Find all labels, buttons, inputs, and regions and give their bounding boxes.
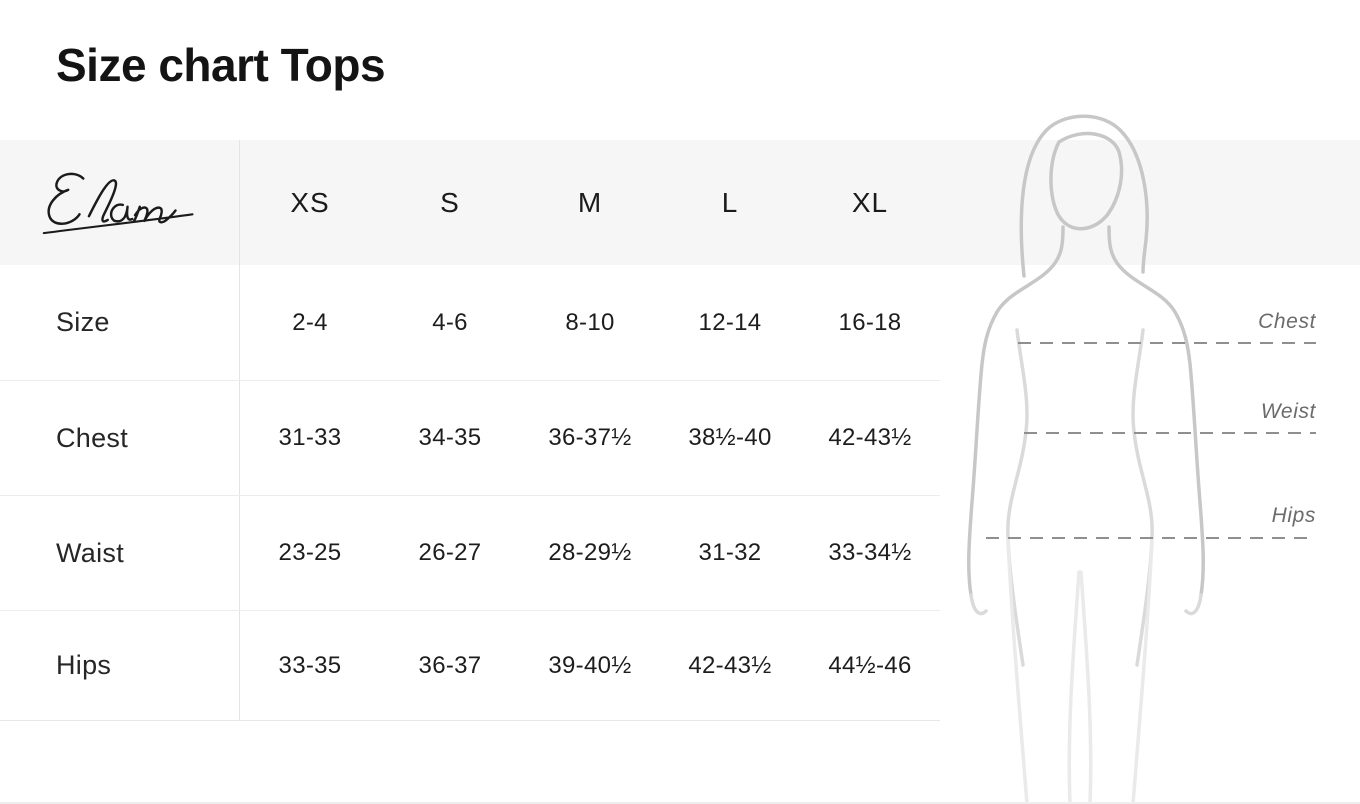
left-hand: [969, 593, 988, 616]
left-leg-outer: [1006, 538, 1029, 802]
value-waist-m: 28-29½: [548, 539, 632, 566]
silhouette-torso: [969, 328, 1203, 667]
right-leg-inner: [1079, 570, 1093, 802]
value-waist-s: 26-27: [418, 539, 482, 566]
value-chest-m: 36-37½: [548, 424, 632, 451]
value-chest-s: 34-35: [418, 424, 482, 451]
row-label-size: Size: [0, 265, 240, 380]
value-hips-l: 42-43½: [688, 651, 772, 679]
size-col-header-xl: XL: [851, 186, 889, 218]
brand-logo-cell: Elan: [0, 140, 240, 265]
measure-label-hips: Hips: [1271, 504, 1316, 527]
body-silhouette-illustration: [967, 114, 1316, 802]
table-row-size: Size 2-4 4-6 8-10 12-14 16-18: [0, 265, 940, 380]
value-hips-s: 36-37: [418, 651, 482, 679]
left-torso-line: [1006, 328, 1029, 667]
row-label-chest: Chest: [0, 381, 240, 495]
logo-letter-a: [109, 202, 133, 223]
logo-letter-n: [132, 205, 177, 223]
right-hand: [1184, 593, 1203, 616]
table-row-hips: Hips 33-35 36-37 39-40½ 42-43½ 44½-46: [0, 610, 940, 721]
value-waist-xl: 33-34½: [828, 539, 912, 566]
page-title: Size chart Tops: [56, 39, 386, 91]
value-chest-xl: 42-43½: [828, 424, 912, 451]
measurement-lines: [986, 342, 1316, 539]
right-torso-line: [1131, 328, 1154, 667]
right-leg-outer: [1131, 538, 1154, 802]
value-size-xl: 16-18: [838, 308, 902, 336]
hair-outline: [1019, 114, 1149, 278]
value-waist-xs: 23-25: [278, 539, 342, 566]
value-hips-xl: 44½-46: [828, 651, 912, 679]
value-hips-xs: 33-35: [278, 651, 342, 679]
row-label-hips: Hips: [0, 611, 240, 720]
value-chest-xs: 31-33: [278, 424, 342, 451]
table-header-band: [0, 140, 1360, 265]
table-row-chest: Chest 31-33 34-35 36-37½ 38½-40 42-43½: [0, 380, 940, 495]
table-row-waist: Waist 23-25 26-27 28-29½ 31-32 33-34½: [0, 495, 940, 610]
measure-label-waist: Weist: [1260, 400, 1316, 423]
value-waist-l: 31-32: [698, 539, 762, 566]
size-col-header-l: L: [721, 186, 739, 218]
face-outline: [1049, 131, 1124, 231]
right-shoulder-arm: [1107, 225, 1205, 597]
value-hips-m: 39-40½: [548, 651, 632, 679]
left-leg-inner: [1067, 570, 1081, 802]
value-chest-l: 38½-40: [688, 424, 772, 451]
row-label-waist: Waist: [0, 496, 240, 610]
logo-letter-e: [46, 172, 85, 225]
table-header-row: Elan XS S M L XL: [0, 140, 940, 265]
size-col-header-s: S: [440, 186, 460, 218]
brand-logo: Elan: [42, 172, 194, 234]
value-size-l: 12-14: [698, 308, 762, 336]
value-size-s: 4-6: [432, 308, 468, 336]
size-table: Elan XS S M L XL Size 2-4 4-6 8-: [0, 140, 940, 721]
size-col-header-m: M: [577, 186, 603, 218]
value-size-m: 8-10: [565, 308, 615, 336]
measure-label-chest: Chest: [1258, 310, 1316, 333]
logo-letter-l: [87, 178, 117, 223]
logo-underline: [42, 212, 194, 234]
left-shoulder-arm: [967, 225, 1065, 597]
silhouette-upper-body: [967, 114, 1205, 597]
size-col-header-xs: XS: [290, 186, 330, 218]
silhouette-legs: [1006, 538, 1154, 802]
value-size-xs: 2-4: [292, 308, 328, 336]
